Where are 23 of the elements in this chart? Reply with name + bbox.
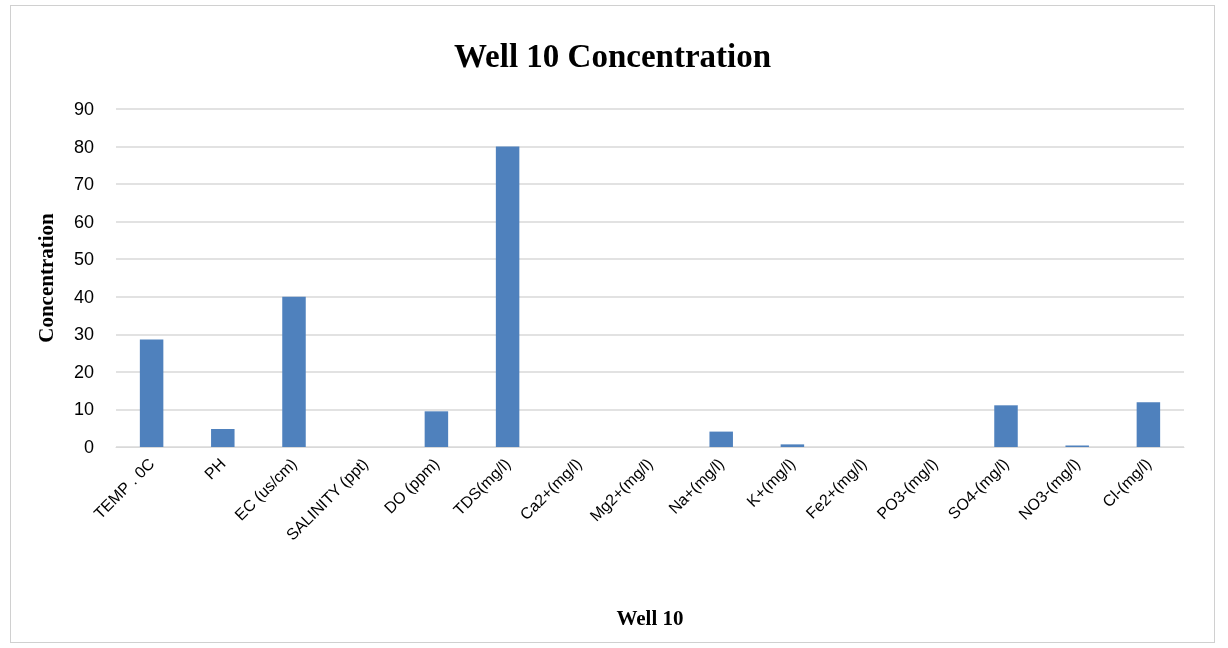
bar [495,146,520,447]
y-tick-label: 70 [73,174,94,195]
bar [424,411,449,447]
bar [780,444,805,447]
y-tick-label: 30 [73,324,94,345]
y-tick-label: 50 [73,249,94,270]
y-tick-label: 40 [73,286,94,307]
bar [211,428,235,447]
bar [994,405,1018,447]
bar [1136,402,1161,447]
y-axis-title: Concentration [33,212,58,343]
y-tick-label: 90 [73,99,94,119]
y-tick-label: 10 [73,399,94,420]
y-tick-label: 60 [73,211,94,232]
chart-title: Well 10 Concentration [453,37,772,74]
y-tick-label: 80 [73,136,94,157]
bar [282,296,306,447]
y-tick-label: 20 [73,361,94,382]
bar [709,431,733,447]
x-tick-label: PH [201,454,229,483]
x-axis-title: Well 10 [616,605,684,630]
y-tick-label: 0 [83,437,94,457]
bar [139,339,164,447]
